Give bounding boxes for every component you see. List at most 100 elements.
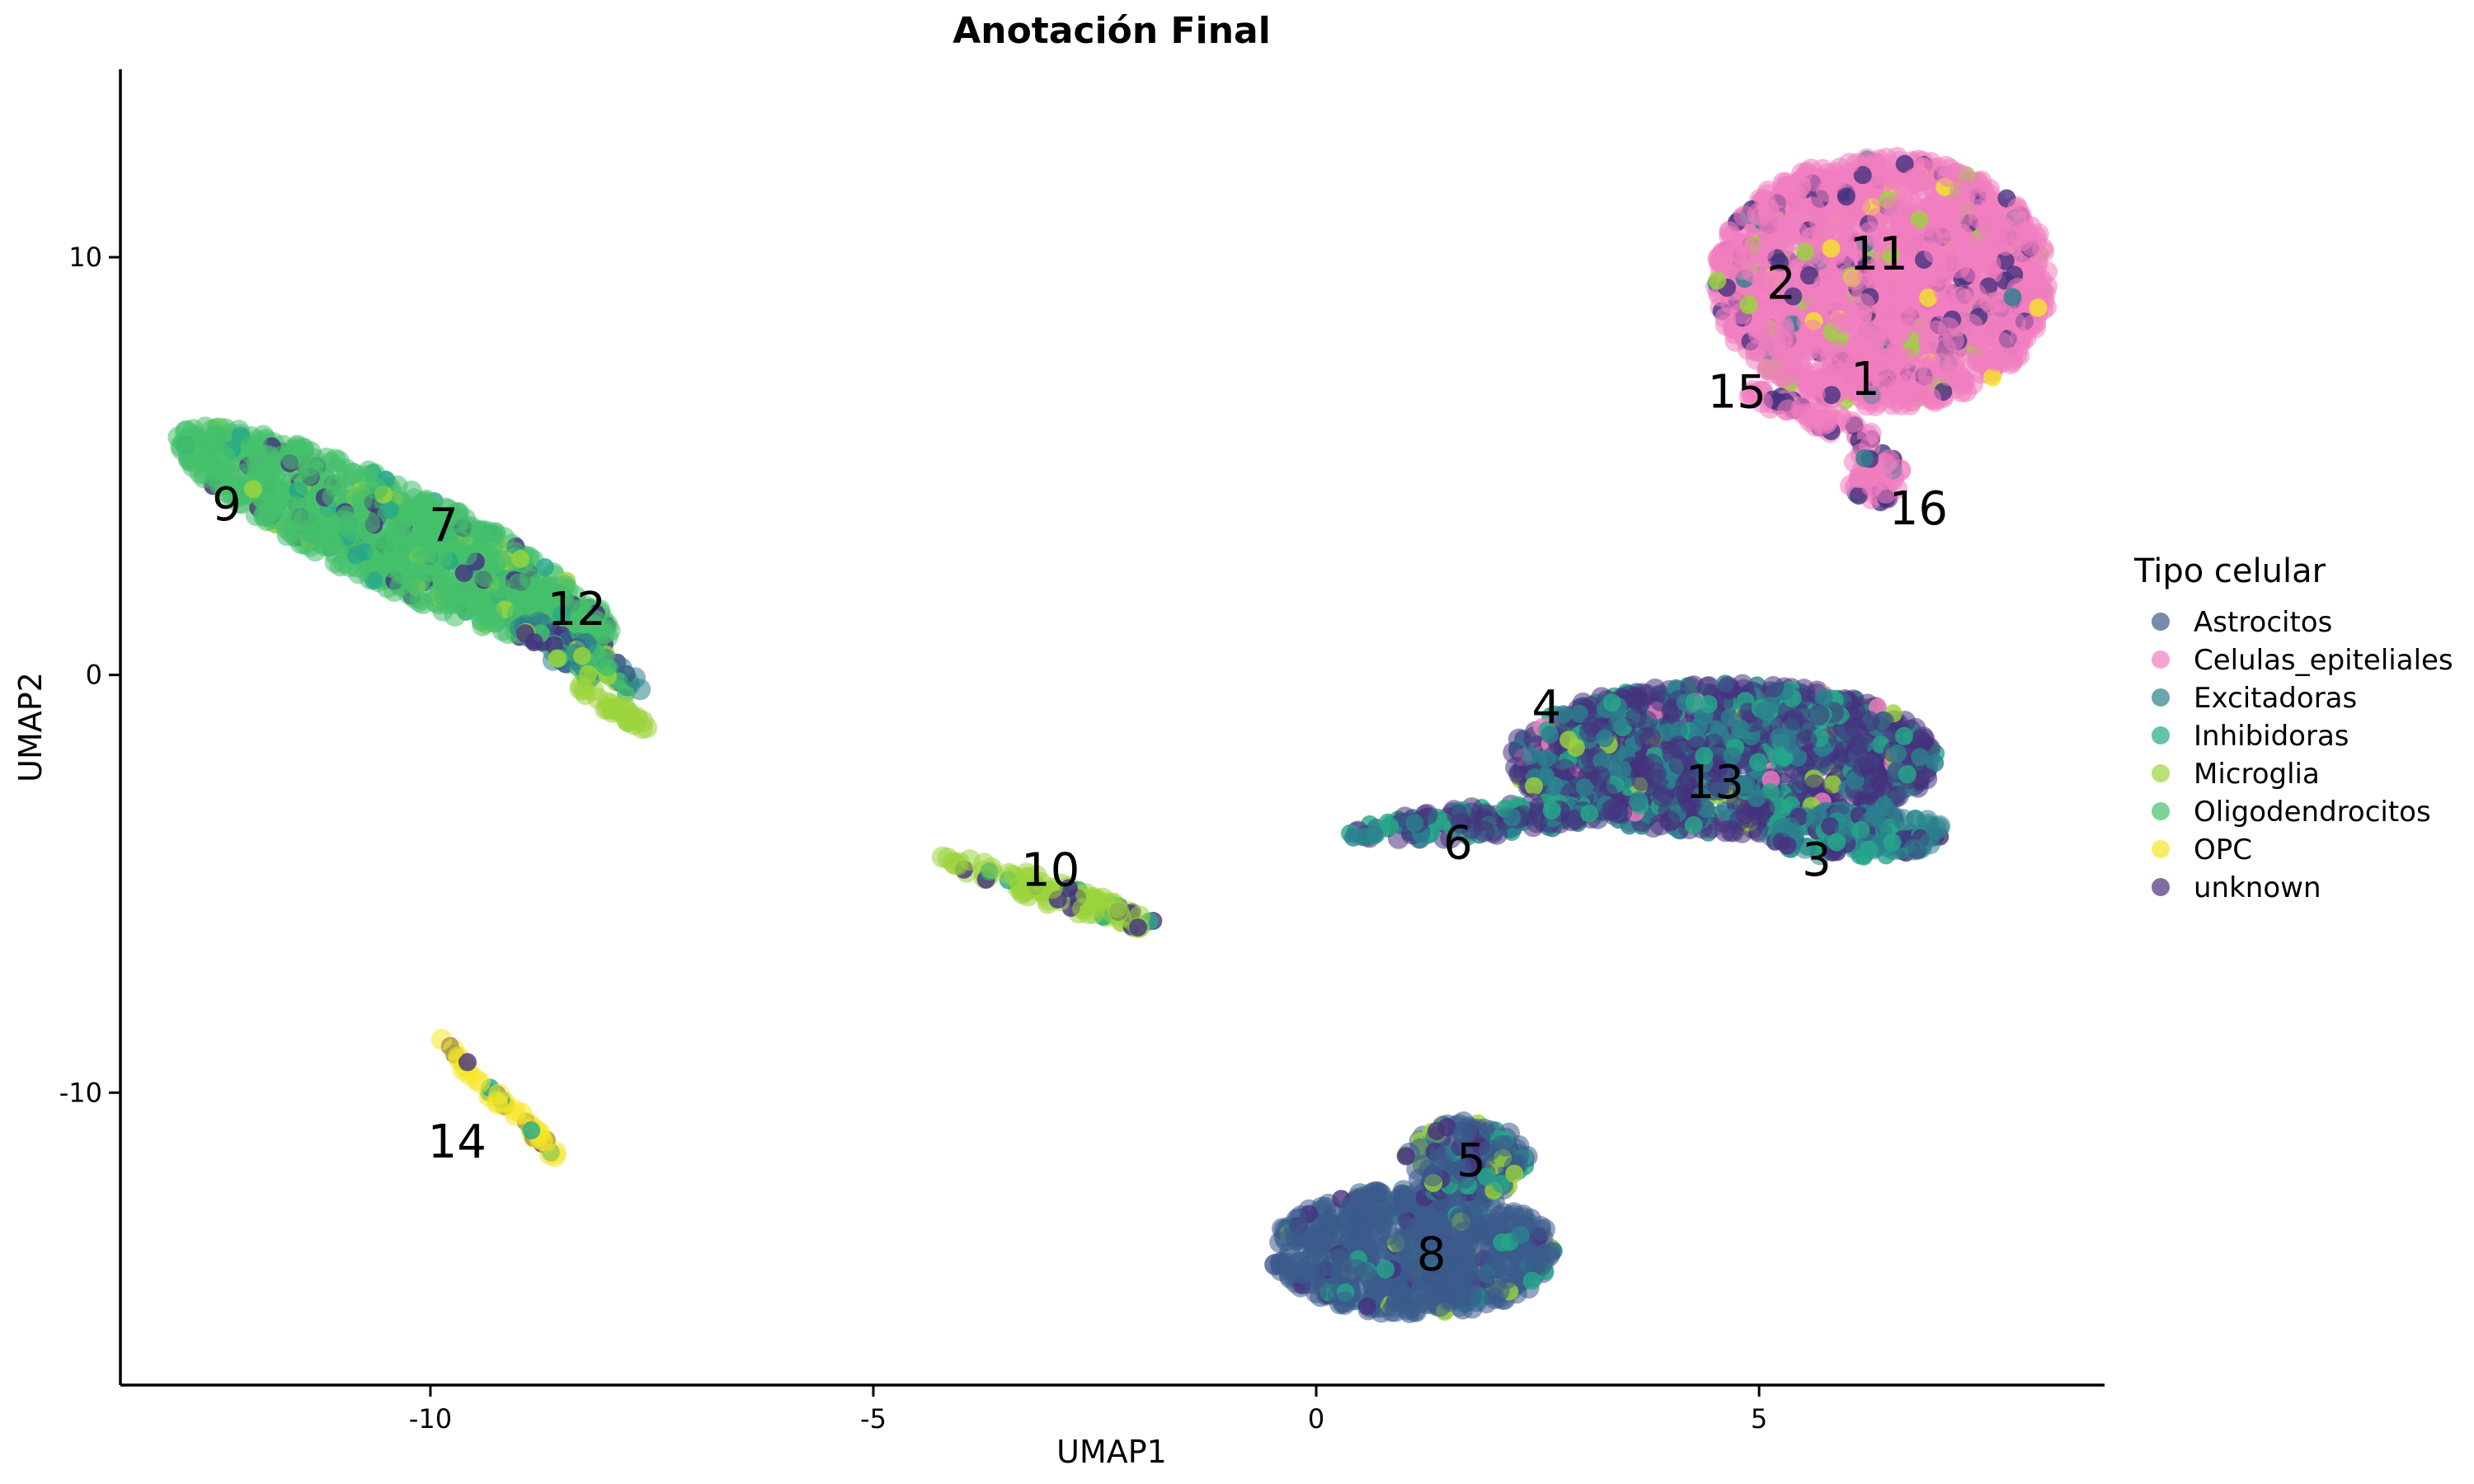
point-unknown bbox=[1762, 676, 1785, 697]
point-microglia bbox=[998, 862, 1020, 885]
point-excitadoras bbox=[1814, 688, 1833, 707]
point-celulas-epiteliales bbox=[1867, 207, 1889, 229]
point-excitadoras bbox=[1892, 809, 1914, 831]
point-inhibidoras bbox=[1380, 817, 1399, 836]
point-excitadoras bbox=[1669, 721, 1688, 740]
point-oligodendrocitos bbox=[436, 593, 459, 615]
point-unknown bbox=[1667, 735, 1689, 758]
point-oligodendrocitos bbox=[488, 575, 510, 598]
cluster-neuronal-lobe-3 bbox=[1760, 801, 1951, 866]
point-unknown bbox=[1652, 786, 1674, 808]
point-celulas-epiteliales bbox=[1949, 181, 1971, 203]
point-celulas-epiteliales bbox=[1786, 222, 1808, 243]
point-excitadoras bbox=[1503, 808, 1522, 827]
point-celulas-epiteliales bbox=[1937, 166, 1959, 187]
point-excitadoras bbox=[1911, 748, 1930, 767]
point-celulas-epiteliales bbox=[1924, 242, 1945, 263]
point-opc bbox=[1919, 289, 1938, 308]
point-unknown bbox=[1606, 801, 1629, 824]
point-celulas-epiteliales bbox=[1961, 314, 1983, 336]
point-inhibidoras bbox=[535, 558, 554, 576]
point-excitadoras bbox=[1405, 814, 1424, 833]
point-unknown bbox=[1554, 758, 1576, 781]
point-unknown bbox=[516, 624, 535, 643]
point-celulas-epiteliales bbox=[1816, 181, 1837, 203]
point-unknown bbox=[1526, 811, 1548, 834]
point-unknown bbox=[1784, 287, 1803, 306]
point-excitadoras bbox=[1731, 719, 1750, 738]
point-celulas-epiteliales bbox=[2010, 326, 2031, 349]
point-oligodendrocitos bbox=[359, 512, 380, 533]
point-unknown bbox=[1632, 755, 1654, 777]
point-unknown bbox=[1749, 805, 1771, 827]
point-inhibidoras bbox=[1894, 726, 1913, 745]
point-celulas-epiteliales bbox=[1967, 345, 1989, 366]
point-unknown bbox=[1916, 768, 1938, 790]
point-opc bbox=[2029, 298, 2048, 317]
point-excitadoras bbox=[1779, 817, 1801, 838]
point-celulas-epiteliales bbox=[1861, 476, 1884, 498]
cluster-opc-island-14 bbox=[430, 1028, 567, 1167]
point-oligodendrocitos bbox=[448, 528, 470, 550]
point-celulas-epiteliales bbox=[1885, 201, 1907, 223]
point-celulas-epiteliales bbox=[1817, 407, 1839, 430]
point-inhibidoras bbox=[1685, 693, 1704, 711]
point-celulas-epiteliales bbox=[1827, 340, 1850, 363]
point-celulas-epiteliales bbox=[1752, 392, 1773, 413]
cluster-oligodendrocitos-tail-12 bbox=[510, 612, 651, 703]
point-celulas-epiteliales bbox=[1870, 156, 1892, 178]
point-oligodendrocitos bbox=[209, 473, 230, 495]
point-oligodendrocitos bbox=[534, 581, 556, 603]
point-oligodendrocitos bbox=[240, 434, 262, 457]
point-oligodendrocitos bbox=[197, 447, 219, 469]
point-celulas-epiteliales bbox=[1802, 319, 1824, 341]
point-celulas-epiteliales bbox=[1850, 311, 1872, 333]
cluster-oligodendrocitos-island bbox=[167, 416, 621, 658]
point-excitadoras bbox=[1755, 701, 1774, 720]
point-oligodendrocitos bbox=[379, 556, 401, 577]
point-celulas-epiteliales bbox=[1874, 287, 1897, 309]
point-microglia bbox=[1559, 730, 1578, 749]
point-excitadoras bbox=[1855, 448, 1874, 467]
cluster-celulas-epiteliales-tail-16 bbox=[1840, 436, 1912, 512]
point-celulas-epiteliales bbox=[2026, 278, 2048, 300]
point-celulas-epiteliales bbox=[1858, 367, 1880, 389]
point-unknown bbox=[1821, 817, 1840, 836]
point-inhibidoras bbox=[1580, 804, 1599, 823]
point-celulas-epiteliales bbox=[1878, 449, 1900, 472]
point-celulas-epiteliales bbox=[1872, 232, 1894, 254]
point-inhibidoras bbox=[1602, 693, 1621, 712]
point-celulas-epiteliales bbox=[1995, 234, 2016, 256]
point-excitadoras bbox=[1608, 714, 1626, 733]
point-inhibidoras bbox=[1898, 765, 1917, 784]
point-celulas-epiteliales bbox=[1838, 153, 1860, 175]
cluster-astrocitos-island bbox=[1264, 1179, 1563, 1323]
point-oligodendrocitos bbox=[247, 459, 270, 481]
point-celulas-epiteliales bbox=[1948, 256, 1970, 279]
point-microglia bbox=[548, 649, 567, 668]
point-opc bbox=[488, 1083, 510, 1106]
point-microglia bbox=[574, 683, 596, 706]
point-celulas-epiteliales bbox=[1944, 202, 1966, 224]
point-celulas-epiteliales bbox=[1757, 199, 1780, 221]
point-celulas-epiteliales bbox=[1757, 359, 1779, 381]
point-celulas-epiteliales bbox=[1846, 240, 1868, 262]
point-celulas-epiteliales bbox=[1966, 239, 1988, 261]
point-excitadoras bbox=[1747, 789, 1766, 808]
point-celulas-epiteliales bbox=[1954, 289, 1976, 311]
point-celulas-epiteliales bbox=[1853, 293, 1875, 315]
point-celulas-epiteliales bbox=[1937, 317, 1959, 339]
point-celulas-epiteliales bbox=[1831, 312, 1853, 334]
point-oligodendrocitos bbox=[281, 448, 303, 470]
point-excitadoras bbox=[1927, 817, 1950, 838]
point-celulas-epiteliales bbox=[2016, 221, 2039, 243]
point-celulas-epiteliales bbox=[1734, 233, 1757, 255]
point-oligodendrocitos bbox=[322, 486, 344, 507]
point-inhibidoras bbox=[1827, 833, 1846, 852]
point-inhibidoras bbox=[553, 606, 571, 625]
point-unknown bbox=[1560, 810, 1583, 832]
point-unknown bbox=[1795, 730, 1818, 752]
point-unknown bbox=[1486, 823, 1508, 845]
